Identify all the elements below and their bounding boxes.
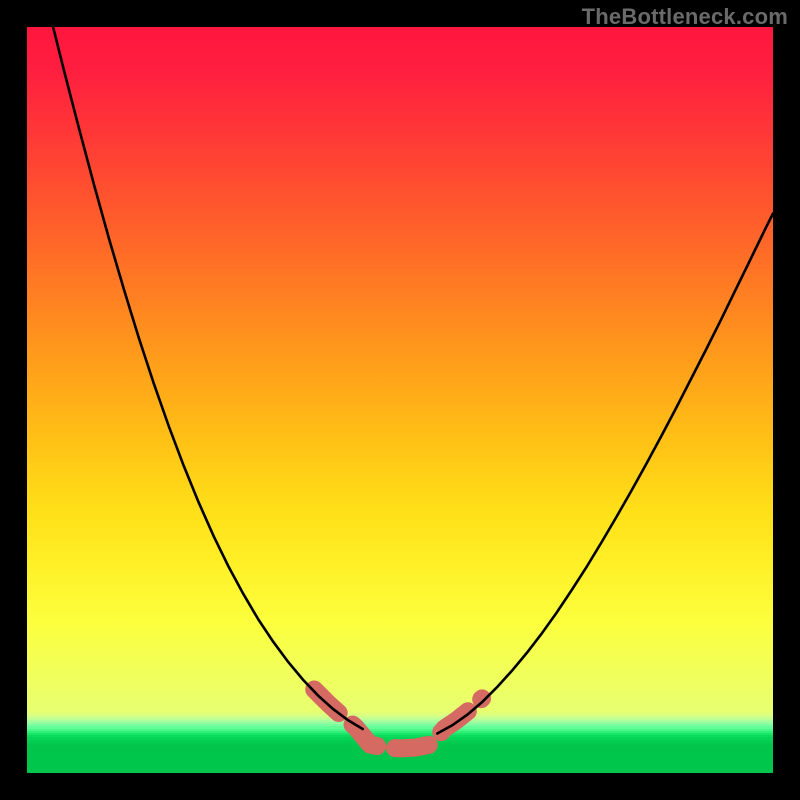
plot-area xyxy=(27,27,773,773)
curve-left xyxy=(53,27,363,729)
chart-frame: TheBottleneck.com xyxy=(0,0,800,800)
valley-marker xyxy=(314,689,482,748)
curve-right xyxy=(437,214,773,734)
curves-layer xyxy=(27,27,773,773)
